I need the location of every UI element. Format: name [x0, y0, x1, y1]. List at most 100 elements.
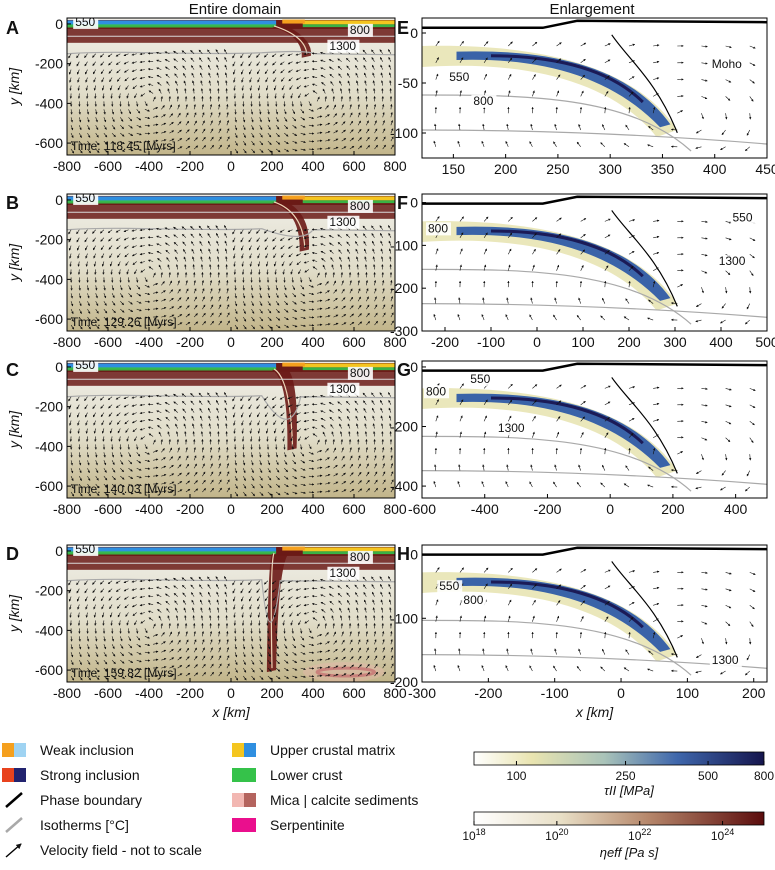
- y-tick-label: -400: [35, 271, 63, 287]
- lower-crust-left: [67, 367, 276, 370]
- isotherm-label-1300: 1300: [712, 653, 739, 667]
- x-axis-label: x [km]: [211, 704, 250, 720]
- viscosity-colorbar: [474, 812, 764, 825]
- panel-letter: A: [6, 18, 19, 38]
- y-tick-label: -200: [35, 583, 63, 599]
- isotherm-label-550: 550: [75, 542, 95, 556]
- weak-inclusion: [282, 547, 305, 551]
- y-tick-label: -200: [390, 674, 418, 690]
- x-tick-label: 200: [260, 158, 284, 174]
- visc-colorbar-label: ηeff [Pa s]: [600, 845, 659, 860]
- isotherm-label-550: 550: [470, 372, 490, 386]
- x-tick-label: 0: [227, 158, 235, 174]
- y-axis-label: y [km]: [6, 594, 22, 633]
- legend-item: Phase boundary: [6, 792, 142, 808]
- y-tick-label: -50: [398, 75, 418, 91]
- panel-d: Time: 159.82 [Myrs]5508001300-800-600-40…: [6, 542, 407, 720]
- x-tick-label: -600: [408, 501, 436, 517]
- x-tick-label: -400: [471, 501, 499, 517]
- legend-swatch: [14, 768, 26, 782]
- legend-label: Upper crustal matrix: [270, 742, 395, 758]
- x-tick-label: 150: [442, 161, 466, 177]
- x-tick-label: -200: [431, 334, 459, 350]
- panel-letter: F: [397, 193, 408, 213]
- x-tick-label: 200: [661, 501, 685, 517]
- x-tick-label: -400: [135, 334, 163, 350]
- x-tick-label: 800: [383, 158, 407, 174]
- isotherm-label-550: 550: [75, 358, 95, 372]
- stress-tick-label: 250: [616, 769, 636, 783]
- x-tick-label: -200: [176, 334, 204, 350]
- isotherm-label-800: 800: [463, 593, 483, 607]
- legend-swatch: [244, 743, 256, 757]
- legend-item: Isotherms [°C]: [6, 817, 129, 833]
- legend-label: Phase boundary: [40, 792, 142, 808]
- isotherm-label-550: 550: [733, 210, 753, 224]
- panel-letter: G: [397, 360, 411, 380]
- legend-swatch: [2, 743, 14, 757]
- y-tick-label: 0: [55, 192, 63, 208]
- y-tick-label: 0: [55, 16, 63, 32]
- x-tick-label: -200: [176, 158, 204, 174]
- x-tick-label: 0: [227, 501, 235, 517]
- plot-area: [422, 18, 767, 158]
- y-tick-label: -200: [35, 56, 63, 72]
- x-tick-label: 350: [651, 161, 675, 177]
- legend: Weak inclusion Strong inclusion Phase boun…: [2, 742, 418, 858]
- panel-letter: B: [6, 193, 19, 213]
- visc-tick-label: 1020: [545, 827, 568, 843]
- y-tick-label: -100: [390, 610, 418, 626]
- panel-letter: C: [6, 360, 19, 380]
- legend-label: Lower crust: [270, 767, 342, 783]
- x-tick-label: 200: [260, 501, 284, 517]
- x-tick-label: 400: [301, 334, 325, 350]
- legend-swatch: [6, 818, 22, 832]
- x-tick-label: 400: [709, 334, 733, 350]
- x-tick-label: -600: [94, 158, 122, 174]
- y-tick-label: -600: [35, 135, 63, 151]
- upper-crust-yellow: [303, 196, 395, 200]
- legend-label: Serpentinite: [270, 817, 345, 833]
- x-tick-label: 0: [606, 501, 614, 517]
- visc-tick-exp: 24: [724, 827, 734, 837]
- legend-swatch: [244, 793, 256, 807]
- x-tick-label: 300: [599, 161, 623, 177]
- x-tick-label: -600: [94, 334, 122, 350]
- legend-label: Strong inclusion: [40, 767, 140, 783]
- x-tick-label: -800: [53, 158, 81, 174]
- isotherm-label-550: 550: [439, 579, 459, 593]
- legend-swatch: [2, 768, 14, 782]
- header-right: Enlargement: [549, 1, 635, 18]
- panels: Time: 118.45 [Myrs]5508001300-800-600-40…: [6, 15, 775, 720]
- isotherm-label-550: 550: [75, 15, 95, 29]
- x-tick-label: -800: [53, 501, 81, 517]
- lower-crust-left: [67, 200, 276, 203]
- isotherm-label-800: 800: [350, 550, 370, 564]
- legend-item: Velocity field - not to scale: [6, 842, 202, 858]
- legend-swatch: [232, 768, 256, 782]
- blob-halo: [303, 662, 385, 682]
- y-tick-label: -600: [35, 662, 63, 678]
- x-tick-label: 250: [546, 161, 570, 177]
- y-tick-label: -200: [35, 399, 63, 415]
- isotherm-label-800: 800: [473, 94, 493, 108]
- x-tick-label: -200: [474, 685, 502, 701]
- x-tick-label: 100: [676, 685, 700, 701]
- x-tick-label: -400: [135, 501, 163, 517]
- y-tick-label: -200: [35, 232, 63, 248]
- panel-letter: H: [397, 544, 410, 564]
- x-axis-label: x [km]: [575, 704, 614, 720]
- legend-item: Serpentinite: [232, 817, 345, 833]
- visc-tick-base: 10: [545, 829, 559, 843]
- y-tick-label: -300: [390, 323, 418, 339]
- isotherm-label-1300: 1300: [498, 421, 525, 435]
- legend-label: Weak inclusion: [40, 742, 134, 758]
- visc-tick-label: 1022: [628, 827, 651, 843]
- time-label: Time: 159.82 [Myrs]: [71, 666, 177, 680]
- legend-label: Velocity field - not to scale: [40, 842, 202, 858]
- y-tick-label: 0: [55, 359, 63, 375]
- legend-swatch: [6, 844, 21, 857]
- stress-tick-label: 500: [698, 769, 718, 783]
